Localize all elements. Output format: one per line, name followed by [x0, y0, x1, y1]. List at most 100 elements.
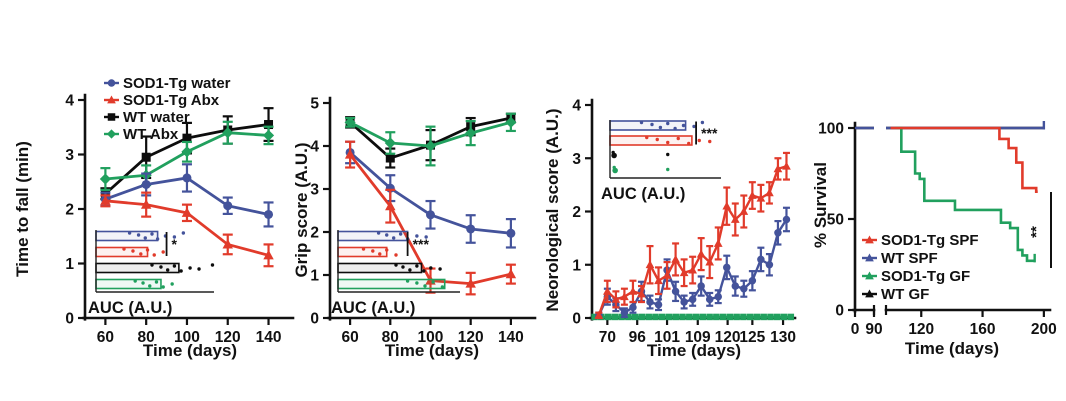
data-point-marker [611, 313, 619, 321]
data-point-marker [705, 257, 715, 266]
inset-axis-title: AUC (A.U.) [601, 185, 685, 203]
data-point-marker [611, 294, 621, 303]
x-tick-label: 130 [770, 329, 796, 346]
legend-label: SOD1-Tg GF [881, 268, 970, 285]
data-point-marker [697, 282, 705, 290]
auc-dot [161, 285, 165, 289]
data-point-marker [748, 276, 757, 285]
auc-dot [650, 122, 654, 127]
auc-dot [429, 266, 433, 270]
data-point-marker [384, 137, 396, 149]
x-tick-label: 109 [685, 329, 711, 346]
legend-marker [865, 289, 874, 298]
auc-dot [394, 263, 398, 267]
auc-dot [440, 285, 445, 289]
data-point-marker [646, 298, 654, 306]
data-point-marker [692, 313, 700, 321]
auc-dot [700, 120, 705, 125]
data-point-marker [264, 120, 274, 130]
data-point-marker [757, 255, 765, 264]
auc-dot [422, 269, 426, 273]
data-point-marker [686, 313, 693, 321]
data-point-marker [506, 228, 516, 238]
legend-marker [106, 129, 117, 139]
significance-stars: ** [1028, 226, 1045, 238]
auc-dot [179, 269, 183, 273]
legend-label: SOD1-Tg water [123, 75, 231, 92]
data-point-marker [223, 201, 233, 211]
auc-dot [188, 266, 192, 270]
data-point-marker [652, 313, 659, 321]
auc-dot [612, 165, 616, 170]
data-point-marker [679, 313, 686, 321]
auc-dot [361, 247, 366, 251]
series-wt-abx [99, 120, 275, 192]
y-axis-title: Time to fall (min) [13, 141, 32, 277]
data-point-marker [688, 265, 697, 274]
y-axis-title: Neorological score (A.U.) [543, 108, 562, 311]
data-point-marker [765, 188, 774, 197]
auc-dot [611, 150, 615, 155]
series-sod1-abx [344, 140, 517, 296]
x-tick-label: 140 [256, 329, 282, 346]
data-point-marker [465, 278, 476, 288]
panel-time-to-fall: 0 1 2 3 4 60 80 100 120 140 Time (days) Time to fal… [13, 75, 295, 360]
auc-dot [133, 279, 137, 283]
auc-dot [423, 284, 427, 288]
data-point-marker [620, 292, 629, 301]
data-point-marker [140, 199, 152, 209]
x-tick-label: 80 [138, 329, 155, 346]
x-axis-title: Time (days) [385, 341, 479, 360]
auc-dot [415, 264, 419, 268]
legend-item-wt-water: WT water [104, 109, 190, 126]
auc-dot [431, 280, 435, 284]
legend-item-sod1-tg-gf: SOD1-Tg GF [862, 268, 970, 285]
data-point-marker [385, 153, 395, 163]
data-point-marker [141, 179, 151, 189]
x-axis-title: Time (days) [905, 339, 999, 358]
survival-curve [895, 126, 1035, 263]
data-point-marker [631, 313, 639, 321]
auc-dot [687, 141, 691, 146]
x-tick-label: 80 [382, 329, 399, 346]
auc-dot [438, 267, 442, 271]
data-point-marker [662, 270, 672, 279]
legend-marker [107, 79, 116, 87]
auc-inset: * AUC (A.U.) [88, 230, 215, 317]
auc-dot [159, 265, 163, 269]
data-point-marker [141, 152, 151, 162]
auc-dot [161, 250, 165, 254]
y-tick-label: 50 [827, 212, 844, 229]
data-point-marker [767, 313, 774, 321]
data-point-marker [760, 313, 767, 321]
auc-bar-green [337, 278, 446, 290]
y-tick-label: 1 [572, 257, 581, 274]
data-point-marker [262, 129, 275, 142]
y-tick-label: 3 [65, 147, 74, 164]
significance-stars: *** [701, 125, 718, 141]
data-point-marker [344, 149, 356, 159]
data-point-marker [658, 313, 666, 321]
x-tick-label: 160 [970, 321, 996, 338]
data-point-marker [787, 313, 795, 321]
legend-marker [107, 95, 116, 104]
data-point-marker [645, 260, 655, 269]
significance-stars: * [172, 236, 178, 252]
auc-dot [408, 268, 412, 272]
auc-dot [376, 231, 381, 235]
auc-bar-red [609, 135, 693, 146]
data-point-marker [385, 200, 396, 211]
data-point-marker [603, 286, 612, 295]
data-point-marker [264, 209, 274, 219]
legend-label: WT SPF [881, 250, 938, 267]
y-tick-label: 2 [65, 202, 74, 219]
data-point-marker [425, 210, 435, 220]
auc-dot [131, 249, 135, 253]
x-tick-label: 96 [629, 329, 647, 346]
data-point-marker [740, 284, 748, 293]
data-point-marker [665, 313, 673, 321]
x-tick-label: 140 [498, 329, 524, 346]
data-point-marker [705, 295, 714, 304]
legend-label: WT Abx [123, 126, 179, 143]
survival-curve [890, 126, 1038, 193]
